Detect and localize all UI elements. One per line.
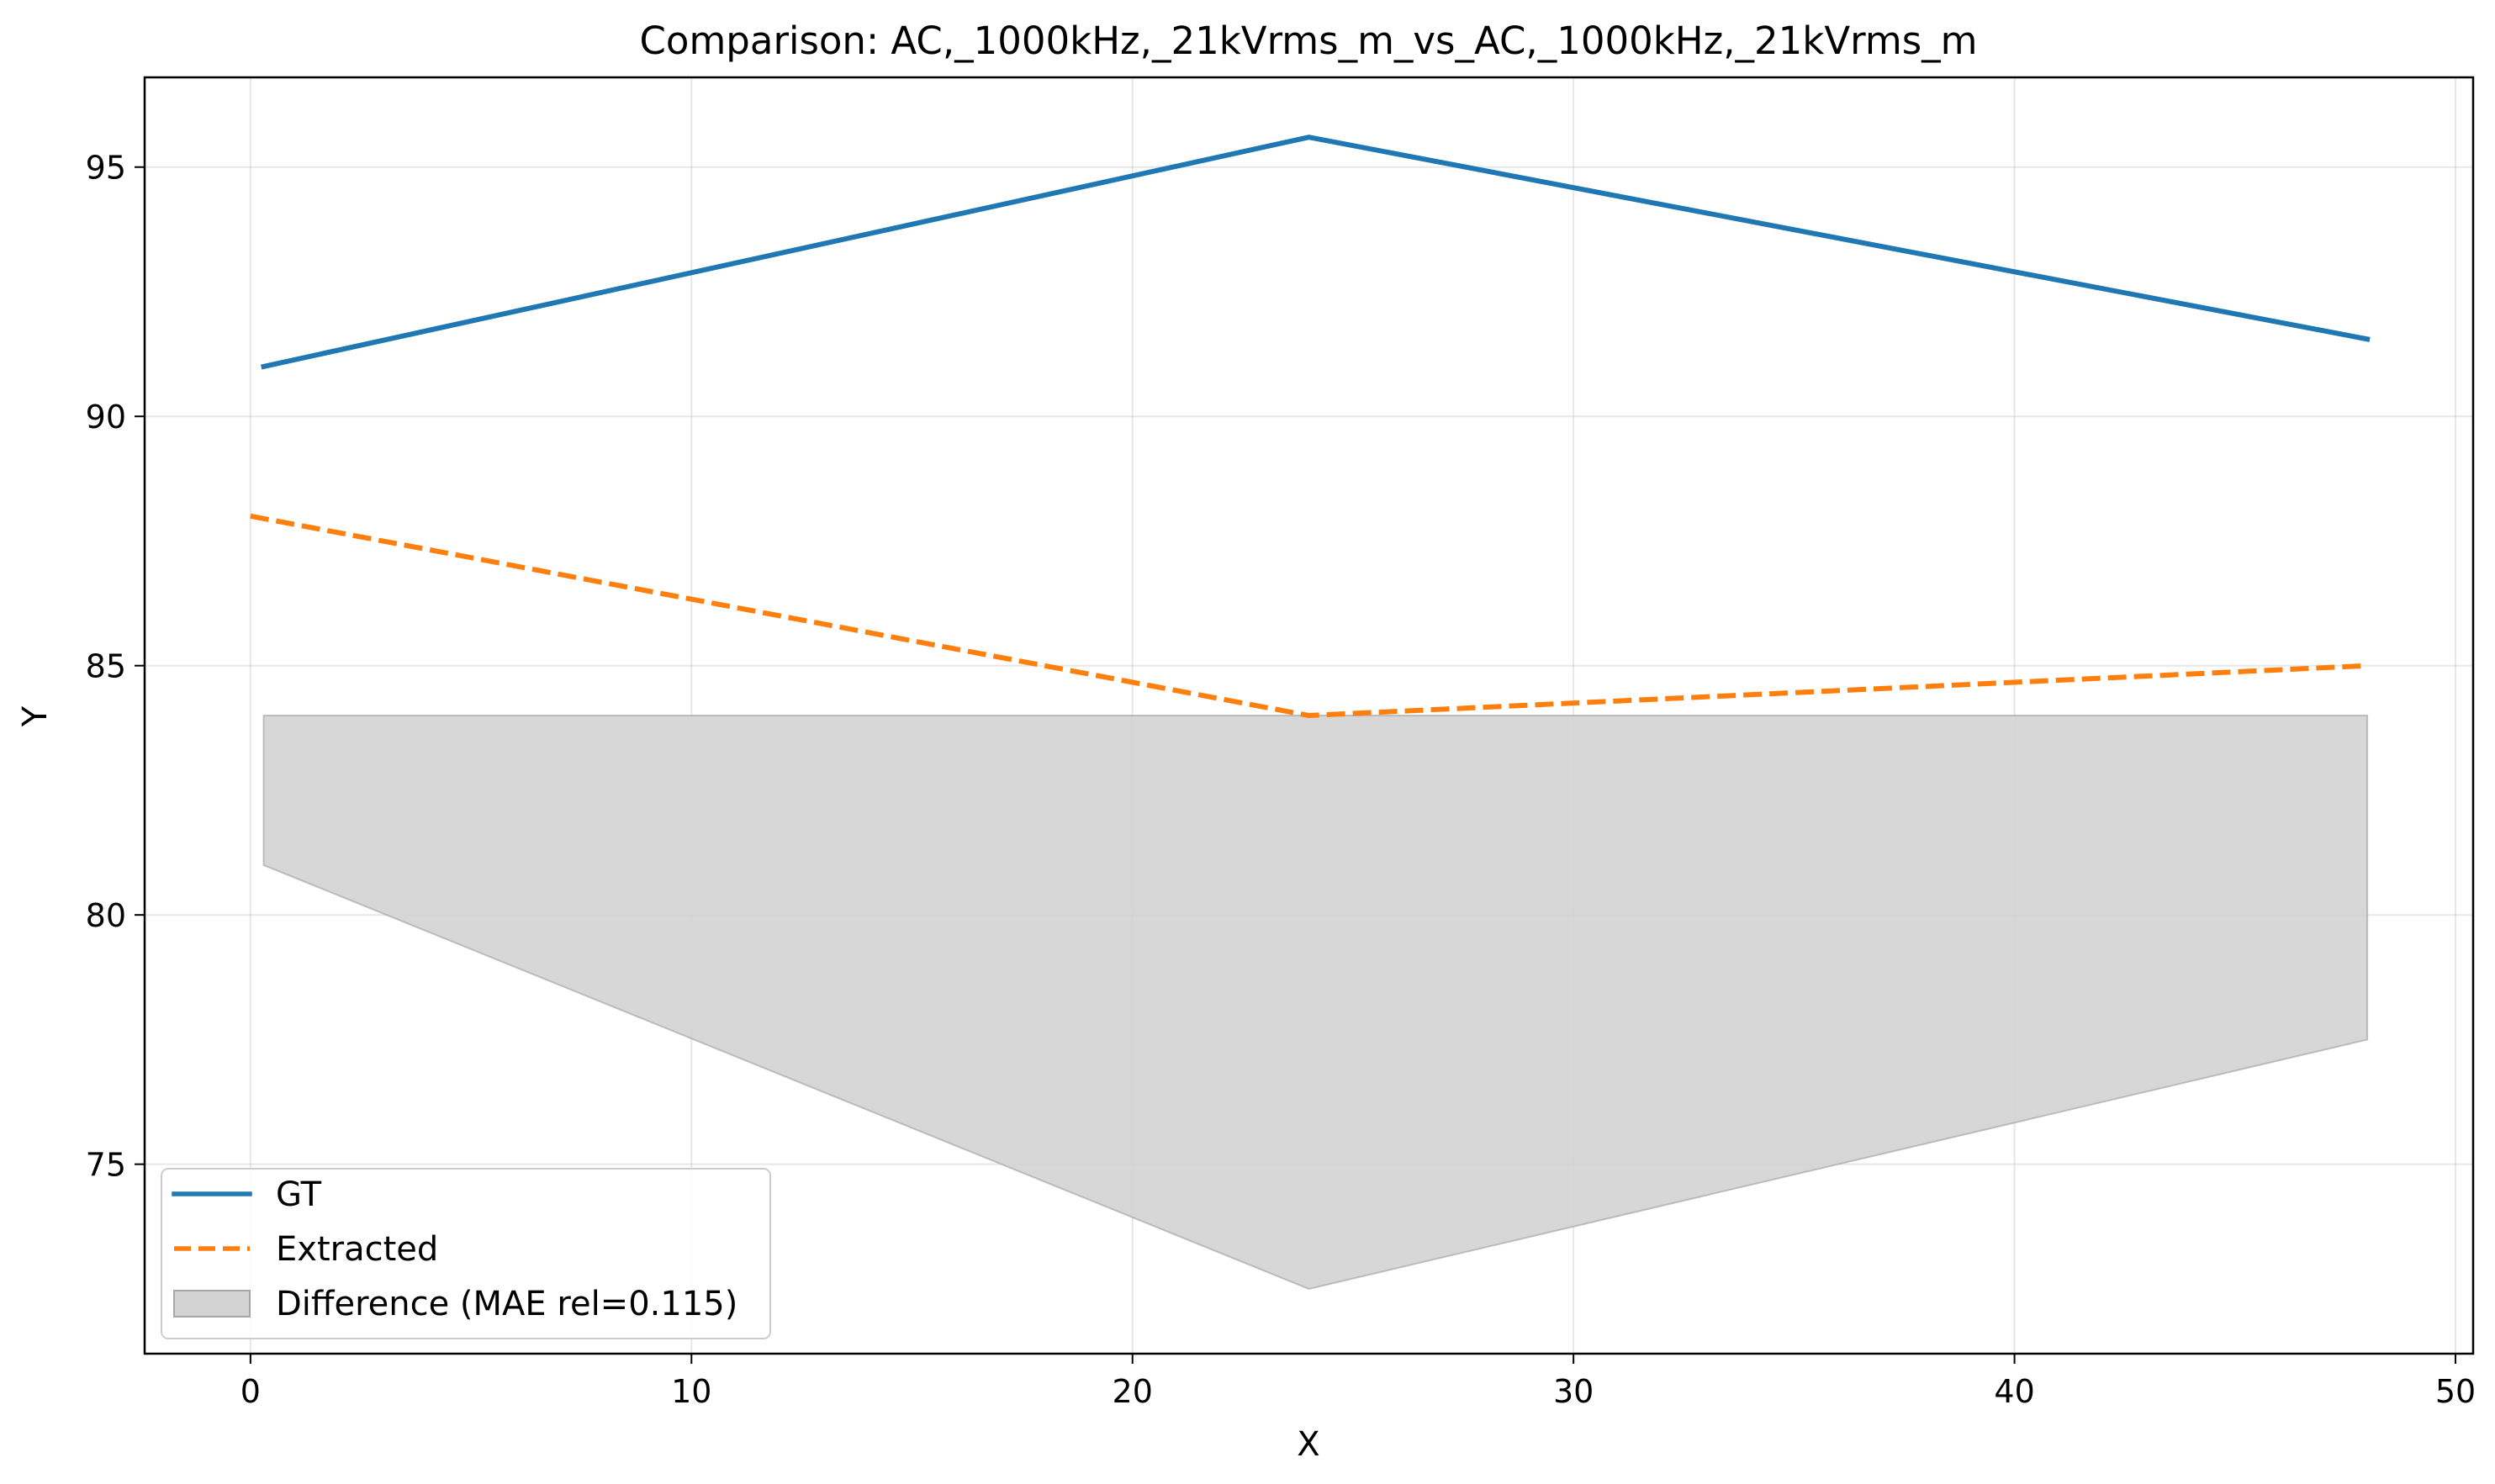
y-tick-label: 80 — [86, 897, 126, 934]
series-line-gt — [261, 135, 2371, 370]
chart-title: Comparison: AC,_1000kHz,_21kVrms_m_vs_AC… — [640, 18, 1978, 63]
y-tick-label: 90 — [86, 399, 126, 436]
legend-label-gt: GT — [276, 1175, 322, 1214]
x-tick-label: 0 — [241, 1373, 261, 1410]
plot-frame — [143, 76, 2475, 1355]
series-layer — [250, 135, 2371, 718]
y-tick-label: 75 — [86, 1147, 126, 1184]
series-line-extracted — [250, 513, 2368, 718]
legend-label-difference: Difference (MAE rel=0.115) — [276, 1285, 737, 1323]
legend-frame — [161, 1168, 771, 1339]
x-tick-label: 10 — [671, 1373, 711, 1410]
x-tick-label: 30 — [1553, 1373, 1594, 1410]
legend-label-extracted: Extracted — [276, 1230, 438, 1269]
legend: GT Extracted Difference (MAE rel=0.115) — [161, 1168, 771, 1339]
y-tick-label: 85 — [86, 648, 126, 685]
y-axis-title: Y — [16, 705, 55, 727]
x-tick-label: 40 — [1994, 1373, 2034, 1410]
x-axis-title: X — [1297, 1425, 1319, 1464]
tick-layer: 0 10 20 30 40 50 75 80 85 90 95 — [86, 150, 2476, 1410]
legend-swatch-difference — [173, 1290, 251, 1318]
x-tick-label: 20 — [1113, 1373, 1153, 1410]
x-tick-label: 50 — [2435, 1373, 2476, 1410]
y-tick-label: 95 — [86, 150, 126, 187]
